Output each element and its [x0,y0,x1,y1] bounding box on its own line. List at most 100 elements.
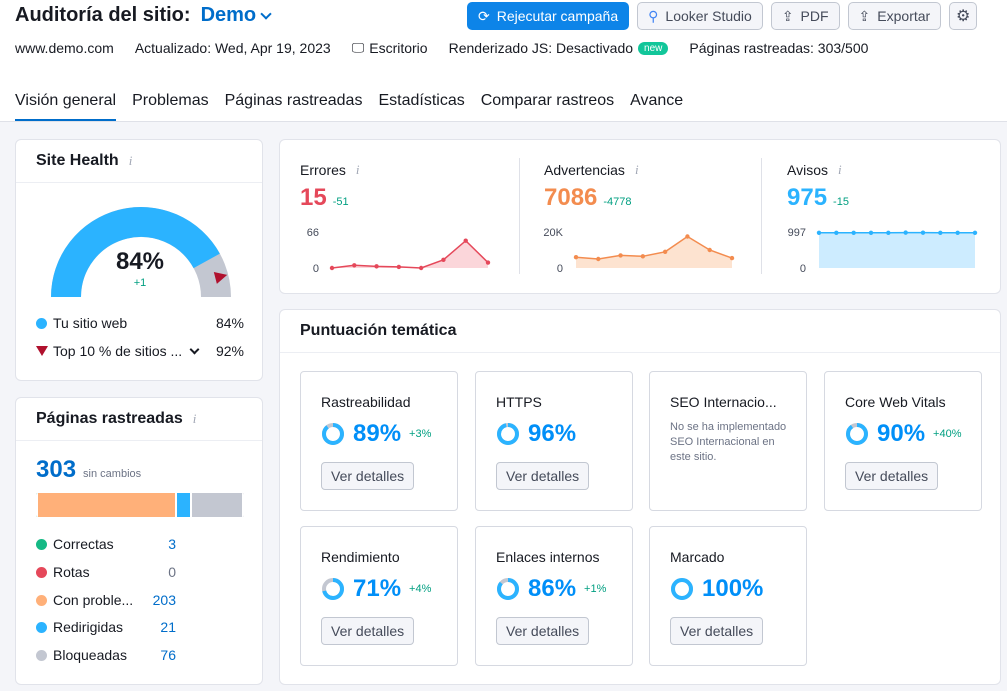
looker-studio-label: Looker Studio [665,8,752,24]
sparkline-area [576,236,732,268]
project-name: Demo [200,4,257,26]
sparkline-point [938,230,943,235]
theme-score: 100% [670,575,771,603]
sparkline-area [819,232,975,268]
score-ring-icon [322,423,344,445]
divider [761,158,762,274]
sparkline-point [329,265,335,271]
rerun-campaign-button[interactable]: ⟳ Rejecutar campaña [467,2,630,30]
tab-overview[interactable]: Visión general [15,92,117,121]
stacked-bar-segment[interactable] [191,493,244,517]
view-details-button[interactable]: Ver detalles [321,462,415,490]
theme-score-value: 89% [353,420,402,447]
project-selector[interactable]: Demo [200,4,272,27]
pdf-button[interactable]: ⇪ PDF [770,2,840,30]
broken-dot-icon [36,566,47,578]
theme-score: 86% +1% [496,575,606,603]
notices-delta: -15 [833,196,849,208]
sparkline-point [618,253,623,258]
sparkline-point [463,238,468,243]
sparkline-point [851,230,856,235]
js-render-label: Renderizado JS: Desactivado [448,40,634,56]
info-icon[interactable]: i [192,411,197,426]
looker-studio-button[interactable]: ⚲ Looker Studio [637,2,763,30]
tab-compare-crawls[interactable]: Comparar rastreos [480,92,615,109]
sparkline-point [955,230,960,235]
crawled-row-count[interactable]: 203 [152,592,176,608]
info-icon[interactable]: i [634,162,639,177]
notices-label-text: Avisos [787,162,828,178]
stacked-bar-segment[interactable] [36,493,39,517]
sparkline-point [972,230,978,235]
sparkline-point [729,255,735,261]
theme-tile-rastreabilidad: Rastreabilidad 89% +3% Ver detalles [300,371,458,511]
tab-statistics[interactable]: Estadísticas [378,92,465,109]
export-button[interactable]: ⇪ Exportar [847,2,942,30]
sparkline-ymin-label: 0 [800,263,806,272]
sparkline-point [685,234,690,239]
view-details-button[interactable]: Ver detalles [670,617,764,645]
sparkline-point [374,264,379,269]
updated-date: Actualizado: Wed, Apr 19, 2023 [134,40,331,56]
crawled-pages-title: Páginas rastreadas i [16,398,262,441]
warnings-label: Advertencias i [544,162,639,178]
tab-crawled-pages[interactable]: Páginas rastreadas [224,92,363,109]
crawled-row-count[interactable]: 3 [168,536,176,552]
view-details-button[interactable]: Ver detalles [496,617,590,645]
domain-link[interactable]: www.demo.com [15,40,114,56]
stacked-bar-segment[interactable] [177,493,192,517]
legend-your-site-label: Tu sitio web [53,315,128,331]
legend-your-site: Tu sitio web 84% [36,315,244,331]
warnings-count[interactable]: 7086 [544,184,598,211]
crawled-row-label: Con proble... [53,592,134,608]
device-info: 🖵 Escritorio [352,40,428,56]
info-icon[interactable]: i [355,162,360,177]
errors-count[interactable]: 15 [300,184,327,211]
notices-count[interactable]: 975 [787,184,828,211]
your-site-dot-icon [36,317,47,329]
view-details-button[interactable]: Ver detalles [321,617,415,645]
crawled-row-count[interactable]: 21 [160,619,176,635]
crawled-row-blocked[interactable]: Bloqueadas 76 [36,647,176,663]
crawled-row-healthy[interactable]: Correctas 3 [36,536,176,552]
stacked-bar-segment[interactable] [38,493,178,517]
theme-tile-marcado: Marcado 100% Ver detalles [649,526,807,666]
info-icon[interactable]: i [128,153,133,168]
sparkline-point [485,260,491,265]
monitor-icon: 🖵 [351,40,365,55]
crawled-pages-title-text: Páginas rastreadas [36,410,183,427]
issues-dot-icon [36,594,47,606]
crawled-row-count[interactable]: 76 [160,647,176,663]
meta-row: www.demo.com Actualizado: Wed, Apr 19, 2… [15,40,889,56]
errors-delta: -51 [332,196,349,208]
legend-top10[interactable]: Top 10 % de sitios ... 92% [36,343,244,359]
page-title: Auditoría del sitio: [15,4,191,26]
crawled-row-redirected[interactable]: Redirigidas 21 [36,619,176,635]
tab-progress[interactable]: Avance [630,92,684,109]
warnings-delta: -4778 [603,196,632,208]
legend-top10-value: 92% [215,343,244,359]
legend-top10-label: Top 10 % de sitios ... [53,343,183,359]
theme-score-change: +1% [584,583,607,595]
crawled-total-number[interactable]: 303 [36,456,77,483]
errors-value: 15 -51 [300,184,349,212]
view-details-button[interactable]: Ver detalles [496,462,590,490]
sparkline-line [575,235,733,260]
view-details-button[interactable]: Ver detalles [845,462,939,490]
score-ring-fill [497,423,519,445]
sparkline-point [662,249,668,254]
chevron-down-icon [260,7,272,20]
upload-icon: ⇪ [781,7,794,24]
blocked-dot-icon [36,649,47,661]
sparkline-point [834,230,839,235]
info-icon[interactable]: i [837,162,842,177]
tab-issues[interactable]: Problemas [132,92,209,109]
score-ring-icon [846,423,868,445]
theme-score: 96% [496,420,584,448]
crawled-row-broken[interactable]: Rotas 0 [36,564,176,580]
chevron-down-icon[interactable] [189,344,200,354]
crawled-row-issues[interactable]: Con proble... 203 [36,592,176,608]
theme-tile-seo-internacio: SEO Internacio... No se ha implementado S… [649,371,807,511]
theme-score-value: 96% [528,420,577,447]
settings-button[interactable]: ⚙ [949,2,978,30]
